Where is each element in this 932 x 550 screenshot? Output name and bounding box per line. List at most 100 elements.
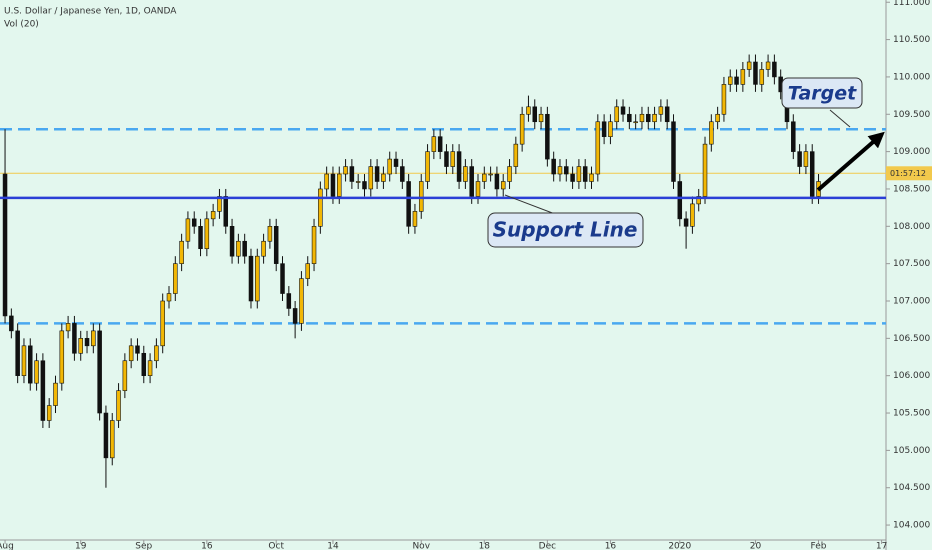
candle-body xyxy=(324,173,329,190)
candle-body xyxy=(154,345,159,362)
y-tick-label: 110.500 xyxy=(893,35,930,45)
candle-body xyxy=(639,113,645,123)
candle-body xyxy=(128,345,134,362)
candle-body xyxy=(305,263,310,279)
y-tick-label: 109.000 xyxy=(893,147,930,157)
candle-body xyxy=(809,151,815,197)
candle-body xyxy=(53,382,58,406)
candle-body xyxy=(21,345,27,376)
candle-body xyxy=(280,263,285,294)
candle-body xyxy=(658,106,664,115)
candle-body xyxy=(166,293,172,302)
target-arrow xyxy=(816,131,885,192)
candle-body xyxy=(255,255,260,302)
candle-body xyxy=(292,308,298,324)
candle-body xyxy=(482,173,487,182)
marks xyxy=(0,54,886,488)
candle-body xyxy=(671,121,676,182)
candle-body xyxy=(179,240,184,264)
target-label: Target xyxy=(788,83,857,105)
callout-pointer xyxy=(829,109,851,128)
candle-body xyxy=(40,360,46,421)
y-tick-label: 107.500 xyxy=(893,259,930,269)
candle-body xyxy=(620,106,626,115)
candle-body xyxy=(582,166,588,182)
candle-body xyxy=(330,173,336,197)
candle-body xyxy=(753,61,758,85)
candle-body xyxy=(431,136,437,152)
y-tick-label: 105.500 xyxy=(893,409,930,419)
candle-body xyxy=(418,181,424,212)
candle-body xyxy=(437,136,443,152)
y-tick-label: 108.500 xyxy=(893,184,930,194)
candle-body xyxy=(557,166,563,175)
y-tick-label: 110.000 xyxy=(893,72,930,82)
candle-body xyxy=(299,278,304,324)
candle-body xyxy=(721,84,727,115)
candle-body xyxy=(494,173,500,190)
candle-body xyxy=(160,300,165,347)
candle-body xyxy=(526,106,531,115)
y-tick-label: 109.500 xyxy=(893,110,930,120)
support-label: Support Line xyxy=(493,218,638,242)
candle-body xyxy=(273,226,279,264)
candle-body xyxy=(355,181,361,183)
candle-body xyxy=(709,121,714,145)
candle-body xyxy=(791,121,796,152)
candle-body xyxy=(683,218,689,227)
candle-body xyxy=(715,113,720,123)
candle-body xyxy=(91,330,96,347)
candle-body xyxy=(406,181,411,227)
candle-body xyxy=(551,158,556,175)
x-tick-label: Sep xyxy=(135,542,152,550)
candle-body xyxy=(109,420,115,459)
chart-title: U.S. Dollar / Japanese Yen, 1D, OANDA xyxy=(4,7,177,17)
candle-body xyxy=(204,218,210,250)
candle-body xyxy=(242,240,247,257)
support-note: Support Line xyxy=(487,194,644,248)
candle-body xyxy=(746,61,752,70)
candle-body xyxy=(463,166,468,182)
candle-body xyxy=(362,181,367,190)
candle-body xyxy=(475,181,481,197)
candle-body xyxy=(627,113,632,123)
candle-body xyxy=(664,106,670,123)
candle-body xyxy=(46,405,52,421)
candle-body xyxy=(488,173,493,176)
x-tick-label: Aug xyxy=(0,542,14,550)
candle-body xyxy=(608,121,613,137)
candle-body xyxy=(261,240,266,257)
candle-body xyxy=(103,412,109,459)
y-tick-label: 106.000 xyxy=(893,371,930,381)
x-tick-label: 17 xyxy=(876,542,887,550)
candle-body xyxy=(116,390,121,421)
candle-body xyxy=(646,113,651,123)
callout-pointer xyxy=(504,194,556,215)
candle-body xyxy=(65,323,71,332)
candle-body xyxy=(545,113,550,160)
candle-body xyxy=(28,345,33,384)
callout-box xyxy=(487,212,644,248)
candle-body xyxy=(456,151,462,182)
candle-body xyxy=(727,76,733,85)
candle-body xyxy=(450,151,456,167)
candle-body xyxy=(337,173,342,197)
x-tick-label: 16 xyxy=(201,542,213,550)
candle-body xyxy=(734,76,739,85)
candle-body xyxy=(393,158,399,167)
x-tick-label: Feb xyxy=(811,542,827,550)
candle-body xyxy=(589,173,594,182)
candle-body xyxy=(690,203,695,227)
candle-body xyxy=(9,315,14,332)
candle-body xyxy=(135,345,140,354)
candle-body xyxy=(387,158,392,175)
candle-body xyxy=(236,240,241,257)
candle-body xyxy=(772,61,777,78)
candle-body xyxy=(425,151,430,182)
candle-body xyxy=(507,166,512,182)
countdown: 01:57:12 xyxy=(890,169,926,178)
candle-body xyxy=(185,218,191,242)
candle-body xyxy=(311,226,317,264)
y-tick-label: 104.000 xyxy=(893,521,930,531)
